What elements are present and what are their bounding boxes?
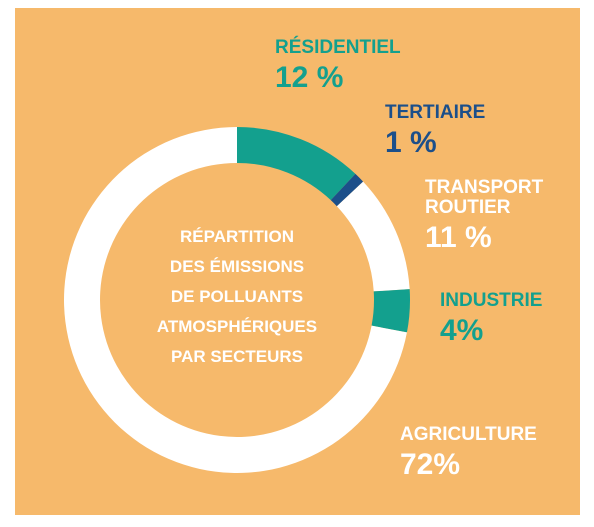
category-name: TERTIAIRE [385, 102, 486, 123]
donut-segment [371, 289, 410, 333]
title-line: DES ÉMISSIONS [169, 257, 305, 276]
donut-segment [237, 127, 356, 201]
chart-title: RÉPARTITION DES ÉMISSIONS DE POLLUANTS ATMO… [117, 222, 357, 372]
title-line: DE POLLUANTS [170, 287, 304, 306]
value-label: 72% [400, 447, 461, 481]
value-label: 1 % [385, 125, 437, 159]
category-name: TRANSPORT ROUTIER [425, 177, 544, 218]
category-name: RÉSIDENTIEL [275, 37, 401, 58]
segment-label: AGRICULTURE 72% [400, 425, 580, 480]
segment-label: TERTIAIRE 1 % [385, 103, 545, 158]
title-line: PAR SECTEURS [171, 347, 303, 366]
title-line: ATMOSPHÉRIQUES [156, 317, 318, 336]
title-line: RÉPARTITION [180, 227, 294, 246]
value-label: 12 % [275, 60, 344, 94]
segment-label: INDUSTRIE 4% [440, 291, 580, 346]
segment-label: RÉSIDENTIEL 12 % [275, 38, 475, 93]
value-label: 4% [440, 313, 484, 347]
donut-segment [336, 181, 410, 292]
category-name: INDUSTRIE [440, 290, 543, 311]
chart [63, 127, 410, 473]
chart-area: RÉPARTITION DES ÉMISSIONS DE POLLUANTS ATMO… [15, 8, 580, 515]
donut-segment [330, 173, 364, 207]
value-label: 11 % [425, 220, 492, 254]
segment-label: TRANSPORT ROUTIER 11 % [425, 178, 575, 253]
category-name: AGRICULTURE [400, 424, 537, 445]
